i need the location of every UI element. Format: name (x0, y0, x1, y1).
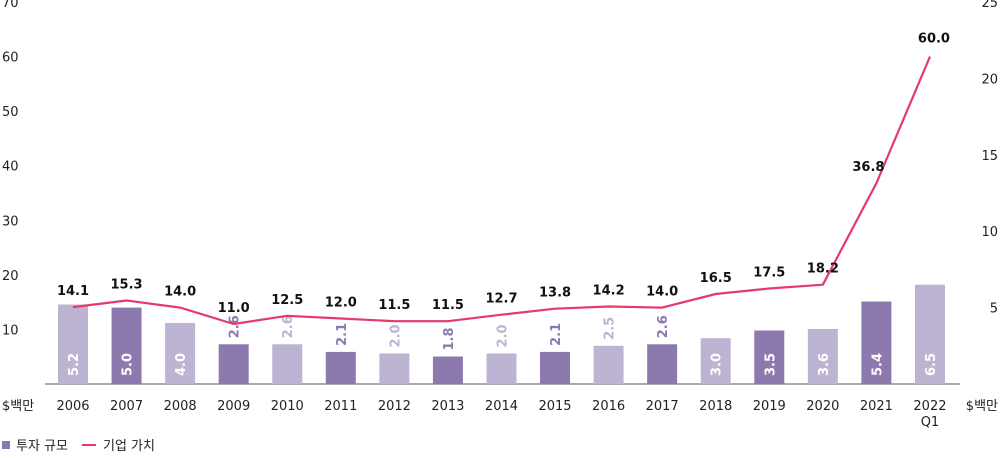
bar-value-label: 2.6 (228, 315, 243, 338)
x-axis-tick: 2014 (485, 399, 518, 414)
bar-value-label: 3.5 (763, 353, 778, 376)
x-axis-tick: 2012 (378, 399, 411, 414)
right-axis-tick: 5 (990, 302, 998, 317)
bar-value-label: 5.0 (121, 353, 136, 376)
line-value-label: 11.0 (218, 301, 250, 316)
bar-value-label: 1.8 (442, 327, 457, 350)
bar-value-label: 3.6 (817, 353, 832, 376)
bar (219, 344, 249, 384)
line-value-label: 13.8 (539, 286, 571, 301)
left-axis-tick: 10 (2, 323, 19, 338)
x-axis-tick: 2019 (753, 399, 786, 414)
left-axis-tick: 20 (2, 269, 19, 284)
left-axis-tick: 30 (2, 214, 19, 229)
line-value-label: 11.5 (378, 298, 410, 313)
line-value-label: 12.0 (325, 296, 357, 311)
x-axis-tick: 2022 (913, 399, 946, 414)
bar-value-label: 2.1 (549, 323, 564, 346)
line-value-label: 14.2 (593, 284, 625, 299)
right-axis-tick: 20 (981, 72, 998, 87)
x-axis-tick: 2016 (592, 399, 625, 414)
x-axis-tick: 2013 (431, 399, 464, 414)
bar-value-label: 5.4 (870, 353, 885, 376)
bar-value-label: 2.0 (388, 324, 403, 347)
left-axis-tick: 70 (2, 0, 19, 11)
x-axis-tick: 2018 (699, 399, 732, 414)
right-axis-tick: 25 (981, 0, 998, 11)
line-value-label: 36.8 (852, 160, 884, 175)
x-axis-tick: 2006 (56, 399, 89, 414)
x-axis-tick: 2021 (860, 399, 893, 414)
bar-value-label: 6.5 (924, 353, 939, 376)
bar (594, 346, 624, 384)
legend-label-line: 기업 가치 (103, 439, 155, 454)
left-axis-tick: 50 (2, 105, 19, 120)
x-axis-tick: 2008 (164, 399, 197, 414)
bar (486, 353, 516, 384)
bar-value-label: 2.0 (495, 324, 510, 347)
x-axis-tick: Q1 (921, 415, 940, 430)
legend-label-bars: 투자 규모 (16, 439, 68, 454)
line-series (73, 57, 930, 324)
line-value-label: 16.5 (700, 271, 732, 286)
line-value-label: 17.5 (753, 266, 785, 281)
line-value-label: 60.0 (918, 32, 950, 47)
x-axis-tick: 2010 (271, 399, 304, 414)
bar-value-label: 4.0 (174, 353, 189, 376)
line-value-label: 11.5 (432, 298, 464, 313)
right-axis-tick: 15 (981, 149, 998, 164)
bar-value-label: 2.6 (281, 315, 296, 338)
legend-square-icon (2, 441, 10, 449)
line-value-label: 14.0 (646, 285, 678, 300)
bar (379, 353, 409, 384)
right-axis-tick: 10 (981, 225, 998, 240)
line-value-label: 15.3 (111, 278, 143, 293)
line-value-label: 12.5 (271, 293, 303, 308)
bar-value-label: 2.6 (656, 315, 671, 338)
x-axis-tick: 2009 (217, 399, 250, 414)
bar-value-label: 2.1 (335, 323, 350, 346)
line-value-label: 12.7 (485, 292, 517, 307)
line-value-label: 14.0 (164, 285, 196, 300)
bar (647, 344, 677, 384)
bar (433, 356, 463, 384)
line-value-label: 14.1 (57, 284, 89, 299)
left-axis-tick: 40 (2, 160, 19, 175)
x-axis-tick: 2007 (110, 399, 143, 414)
x-axis-tick: 2020 (806, 399, 839, 414)
line-value-label: 18.2 (807, 262, 839, 277)
bar-value-label: 2.5 (603, 317, 618, 340)
x-axis-tick: 2017 (646, 399, 679, 414)
bar (272, 344, 302, 384)
bar-value-label: 3.0 (710, 353, 725, 376)
left-axis-unit: $백만 (2, 399, 34, 414)
bar-value-label: 5.2 (67, 353, 82, 376)
bar (326, 352, 356, 384)
right-axis-unit: $백만 (966, 399, 998, 414)
x-axis-tick: 2015 (538, 399, 571, 414)
left-axis-tick: 60 (2, 51, 19, 66)
bar (540, 352, 570, 384)
x-axis-tick: 2011 (324, 399, 357, 414)
